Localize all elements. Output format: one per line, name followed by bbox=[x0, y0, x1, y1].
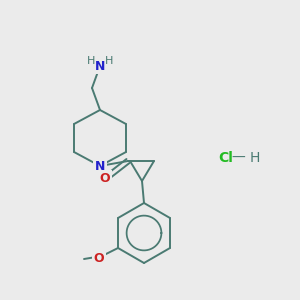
Text: N: N bbox=[95, 59, 105, 73]
Text: H: H bbox=[250, 151, 260, 165]
Text: O: O bbox=[94, 251, 104, 265]
Text: H: H bbox=[87, 56, 95, 66]
Text: H: H bbox=[105, 56, 113, 66]
Text: —: — bbox=[231, 151, 245, 165]
Text: Cl: Cl bbox=[218, 151, 233, 165]
Text: N: N bbox=[95, 160, 105, 172]
Text: O: O bbox=[100, 172, 110, 184]
